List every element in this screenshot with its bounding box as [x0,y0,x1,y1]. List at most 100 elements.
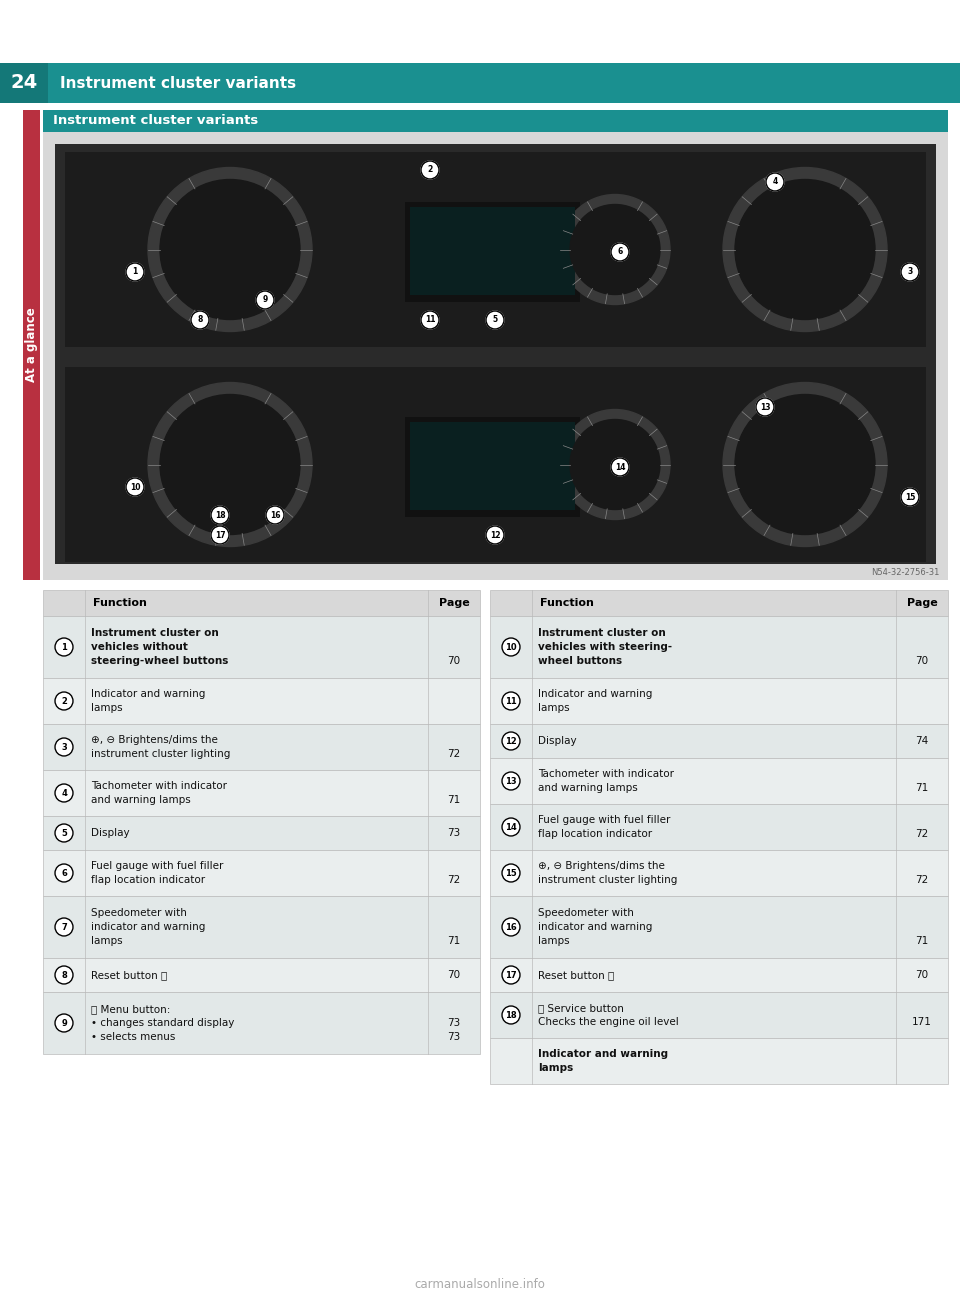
Circle shape [55,691,73,710]
Text: Fuel gauge with fuel filler: Fuel gauge with fuel filler [538,815,670,825]
Circle shape [266,506,284,523]
Text: 8: 8 [198,315,203,324]
Circle shape [502,772,520,790]
Circle shape [766,173,784,191]
Circle shape [421,311,439,329]
Text: Instrument cluster on: Instrument cluster on [538,629,665,638]
Text: 15: 15 [505,868,516,878]
Text: carmanualsonline.info: carmanualsonline.info [415,1279,545,1292]
Text: 14: 14 [505,823,516,832]
FancyBboxPatch shape [490,724,948,758]
Circle shape [723,168,887,332]
Text: 10: 10 [130,483,140,491]
Circle shape [570,419,660,509]
Text: Reset button ⒪: Reset button ⒪ [538,970,614,980]
Text: Instrument cluster on: Instrument cluster on [91,629,219,638]
Text: lamps: lamps [91,936,123,945]
Circle shape [191,311,209,329]
Text: 171: 171 [912,1017,932,1027]
FancyBboxPatch shape [490,590,948,616]
Text: 72: 72 [916,875,928,885]
Text: 2: 2 [427,165,433,174]
Text: Page: Page [439,598,469,608]
Text: ⊕, ⊖ Brightens/dims the: ⊕, ⊖ Brightens/dims the [91,736,218,745]
Text: indicator and warning: indicator and warning [91,922,205,932]
Text: instrument cluster lighting: instrument cluster lighting [538,875,678,885]
Circle shape [502,691,520,710]
Text: Function: Function [540,598,594,608]
Text: lamps: lamps [538,936,569,945]
Text: 16: 16 [505,923,516,931]
Text: 73: 73 [447,1031,461,1042]
Text: 71: 71 [916,936,928,945]
Text: Instrument cluster variants: Instrument cluster variants [60,76,296,91]
FancyBboxPatch shape [490,896,948,958]
Text: 8: 8 [61,970,67,979]
Text: Checks the engine oil level: Checks the engine oil level [538,1017,679,1027]
Text: 18: 18 [505,1010,516,1019]
Text: wheel buttons: wheel buttons [538,655,622,665]
Text: 18: 18 [215,510,226,519]
Circle shape [611,243,629,260]
FancyBboxPatch shape [43,850,480,896]
Text: vehicles with steering-: vehicles with steering- [538,642,672,652]
Text: Tachometer with indicator: Tachometer with indicator [538,769,674,780]
Text: instrument cluster lighting: instrument cluster lighting [91,749,230,759]
Circle shape [160,180,300,319]
Circle shape [55,1014,73,1032]
Text: 72: 72 [447,749,461,759]
Text: 1: 1 [132,267,137,276]
Text: Indicator and warning: Indicator and warning [538,1049,668,1060]
Text: Function: Function [93,598,147,608]
Circle shape [735,395,875,535]
Circle shape [723,383,887,547]
Text: 9: 9 [262,296,268,305]
Circle shape [502,1006,520,1023]
Circle shape [55,918,73,936]
Circle shape [126,478,144,496]
Circle shape [148,383,312,547]
Circle shape [55,865,73,881]
Text: 24: 24 [11,73,37,92]
FancyBboxPatch shape [65,152,926,348]
Text: Display: Display [91,828,130,838]
FancyBboxPatch shape [43,678,480,724]
FancyBboxPatch shape [490,1038,948,1085]
Text: 17: 17 [215,530,226,539]
FancyBboxPatch shape [490,616,948,678]
FancyBboxPatch shape [23,109,40,579]
Text: 71: 71 [447,794,461,805]
Text: • changes standard display: • changes standard display [91,1018,234,1029]
FancyBboxPatch shape [410,422,575,510]
FancyBboxPatch shape [490,758,948,805]
Circle shape [486,526,504,544]
FancyBboxPatch shape [65,367,926,562]
Text: 3: 3 [907,267,913,276]
Text: 72: 72 [916,829,928,838]
Circle shape [901,488,919,506]
Text: steering-wheel buttons: steering-wheel buttons [91,655,228,665]
Text: 12: 12 [490,530,500,539]
Text: 14: 14 [614,462,625,471]
Text: vehicles without: vehicles without [91,642,188,652]
Text: and warning lamps: and warning lamps [538,783,637,793]
Text: N54-32-2756-31: N54-32-2756-31 [872,568,940,577]
FancyBboxPatch shape [0,62,960,103]
Circle shape [901,263,919,281]
Text: Reset button ⒪: Reset button ⒪ [91,970,167,980]
Circle shape [735,180,875,319]
Circle shape [55,966,73,984]
Text: 70: 70 [447,970,461,980]
FancyBboxPatch shape [490,850,948,896]
Text: 71: 71 [916,783,928,793]
FancyBboxPatch shape [490,958,948,992]
Text: 71: 71 [447,936,461,945]
Text: lamps: lamps [91,703,123,712]
FancyBboxPatch shape [43,109,948,132]
Circle shape [55,738,73,756]
Text: 1: 1 [61,642,67,651]
Text: At a glance: At a glance [25,307,38,383]
Circle shape [502,818,520,836]
Text: ⊕, ⊖ Brightens/dims the: ⊕, ⊖ Brightens/dims the [538,861,665,871]
Text: 6: 6 [617,247,623,256]
